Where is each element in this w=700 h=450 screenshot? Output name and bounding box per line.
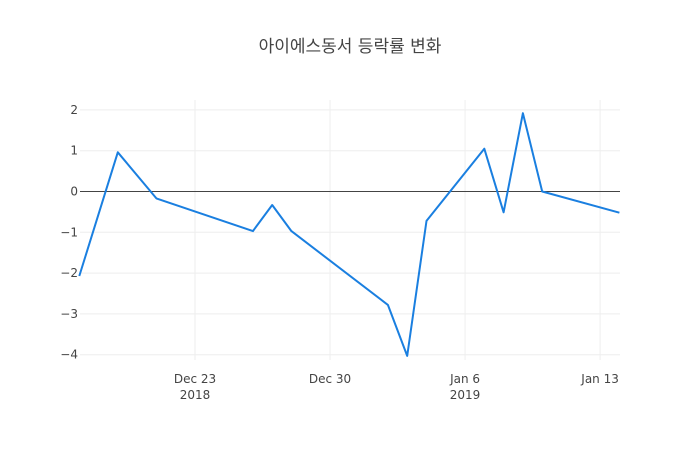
x-tick-label: Dec 30 <box>309 372 351 386</box>
x-tick-label: Jan 13 <box>580 372 619 386</box>
y-gridlines <box>80 109 620 356</box>
x-gridlines <box>194 100 601 360</box>
y-tick-label: 1 <box>70 144 78 158</box>
y-tick-label: −3 <box>60 307 78 321</box>
data-series <box>78 112 620 357</box>
y-axis-tick-labels: 2 1 0 −1 −2 −3 −4 <box>60 103 78 362</box>
y-tick-label: −4 <box>60 348 78 362</box>
y-tick-label: 2 <box>70 103 78 117</box>
x-tick-year-label: 2019 <box>450 388 481 402</box>
y-tick-label: 0 <box>70 185 78 199</box>
x-tick-label: Dec 23 <box>174 372 216 386</box>
x-tick-label: Jan 6 <box>449 372 480 386</box>
series-line <box>78 112 620 357</box>
y-tick-label: −2 <box>60 266 78 280</box>
x-tick-year-label: 2018 <box>180 388 211 402</box>
x-axis-tick-labels: Dec 23 2018 Dec 30 Jan 6 2019 Jan 13 <box>174 372 619 402</box>
y-tick-label: −1 <box>60 225 78 239</box>
chart-title: 아이에스동서 등락률 변화 <box>258 37 442 57</box>
